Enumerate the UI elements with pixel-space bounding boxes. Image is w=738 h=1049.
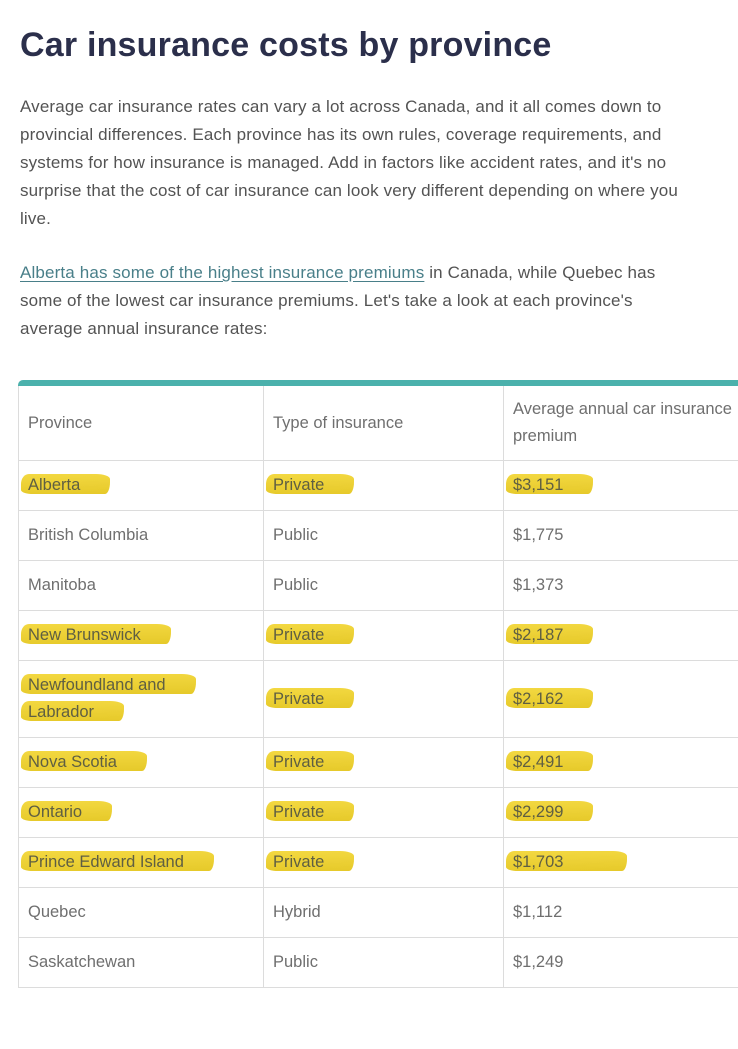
table-row-new-brunswick: New Brunswick Private $2,187 <box>19 611 738 661</box>
highlight-mark: Private <box>266 801 354 821</box>
cell-premium: $1,703 <box>504 838 738 888</box>
cell-premium: $2,187 <box>504 611 738 661</box>
highlight-mark: $2,187 <box>506 624 593 644</box>
cell-insurance-type: Private <box>264 461 504 511</box>
table-row-quebec: Quebec Hybrid $1,112 <box>19 888 738 938</box>
cell-province: New Brunswick <box>19 611 264 661</box>
highlight-mark: Private <box>266 624 354 644</box>
cell-insurance-type: Private <box>264 838 504 888</box>
cell-insurance-type: Public <box>264 938 504 988</box>
article-page: Car insurance costs by province Average … <box>0 26 738 1049</box>
page-title: Car insurance costs by province <box>20 26 728 64</box>
cell-premium: $1,373 <box>504 561 738 611</box>
highlight-mark: Private <box>266 688 354 708</box>
cell-province: Nova Scotia <box>19 738 264 788</box>
table-row-manitoba: Manitoba Public $1,373 <box>19 561 738 611</box>
cell-premium: $2,299 <box>504 788 738 838</box>
cell-premium: $1,249 <box>504 938 738 988</box>
col-header-premium: Average annual car insurance premium <box>504 386 738 461</box>
cell-province: Alberta <box>19 461 264 511</box>
cell-insurance-type: Private <box>264 738 504 788</box>
highlight-mark: Ontario <box>21 801 112 821</box>
cell-province: British Columbia <box>19 511 264 561</box>
highlight-mark: Private <box>266 751 354 771</box>
cell-province: Quebec <box>19 888 264 938</box>
table-row-british-columbia: British Columbia Public $1,775 <box>19 511 738 561</box>
insurance-table-section: Province Type of insurance Average annua… <box>18 380 738 988</box>
highlight-mark: $1,703 <box>506 851 627 871</box>
table-row-alberta: Alberta Private $3,151 <box>19 461 738 511</box>
table-row-newfoundland-labrador: Newfoundland and Labrador Private $2,162 <box>19 661 738 738</box>
cell-province: Newfoundland and Labrador <box>19 661 264 738</box>
alberta-premiums-link[interactable]: Alberta has some of the highest insuranc… <box>20 263 424 282</box>
link-paragraph: Alberta has some of the highest insuranc… <box>20 259 680 343</box>
highlight-mark: Alberta <box>21 474 110 494</box>
cell-province: Saskatchewan <box>19 938 264 988</box>
highlight-mark: Nova Scotia <box>21 751 147 771</box>
cell-premium: $2,162 <box>504 661 738 738</box>
table-header-row: Province Type of insurance Average annua… <box>19 386 738 461</box>
col-header-province: Province <box>19 386 264 461</box>
cell-premium: $1,775 <box>504 511 738 561</box>
table-row-nova-scotia: Nova Scotia Private $2,491 <box>19 738 738 788</box>
cell-insurance-type: Hybrid <box>264 888 504 938</box>
highlight-mark: $2,299 <box>506 801 593 821</box>
cell-province: Manitoba <box>19 561 264 611</box>
highlight-mark: $3,151 <box>506 474 593 494</box>
highlight-mark: $2,162 <box>506 688 593 708</box>
cell-insurance-type: Private <box>264 661 504 738</box>
highlight-mark: $2,491 <box>506 751 593 771</box>
col-header-insurance-type: Type of insurance <box>264 386 504 461</box>
highlight-mark: New Brunswick <box>21 624 171 644</box>
table-row-ontario: Ontario Private $2,299 <box>19 788 738 838</box>
cell-province: Ontario <box>19 788 264 838</box>
intro-paragraph: Average car insurance rates can vary a l… <box>20 93 710 233</box>
cell-insurance-type: Public <box>264 561 504 611</box>
cell-premium: $3,151 <box>504 461 738 511</box>
cell-insurance-type: Private <box>264 611 504 661</box>
cell-insurance-type: Public <box>264 511 504 561</box>
cell-insurance-type: Private <box>264 788 504 838</box>
highlight-mark: Private <box>266 474 354 494</box>
highlight-mark: Prince Edward Island <box>21 851 214 871</box>
cell-premium: $2,491 <box>504 738 738 788</box>
table-row-saskatchewan: Saskatchewan Public $1,249 <box>19 938 738 988</box>
highlight-mark: Newfoundland and Labrador <box>21 674 196 721</box>
table-row-prince-edward-island: Prince Edward Island Private $1,703 <box>19 838 738 888</box>
cell-premium: $1,112 <box>504 888 738 938</box>
highlight-mark: Private <box>266 851 354 871</box>
insurance-rates-table: Province Type of insurance Average annua… <box>18 386 738 988</box>
cell-province: Prince Edward Island <box>19 838 264 888</box>
